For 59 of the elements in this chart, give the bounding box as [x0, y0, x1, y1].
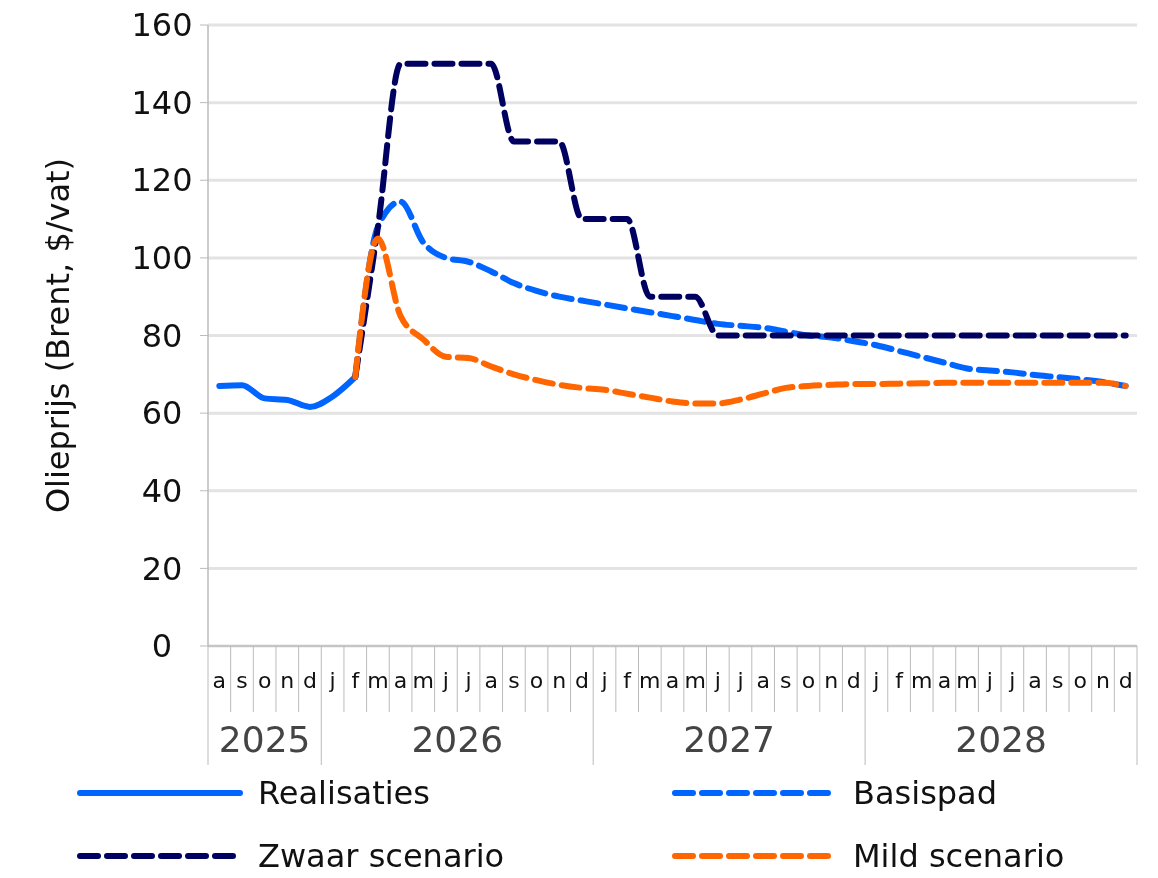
- legend-label: Zwaar scenario: [258, 837, 505, 876]
- x-tick-label: f: [623, 668, 633, 693]
- text: 2027: [683, 719, 775, 760]
- x-tick-label: m: [684, 668, 706, 693]
- legend-label: Basispad: [853, 774, 998, 813]
- text: 2026: [411, 719, 504, 760]
- y-tick-label: 160: [131, 6, 193, 45]
- y-tick-label: 140: [131, 83, 193, 122]
- y-tick-label: 0: [151, 627, 173, 666]
- x-tick-label: d: [574, 668, 589, 693]
- x-tick-label: s: [236, 668, 248, 693]
- x-tick-label: f: [895, 668, 905, 693]
- x-tick-label: j: [713, 668, 721, 693]
- text: 2028: [955, 719, 1047, 760]
- x-tick-label: a: [393, 668, 408, 693]
- x-tick-label: d: [1118, 668, 1133, 693]
- x-tick-label: j: [736, 668, 744, 693]
- legend-label: Realisaties: [258, 774, 430, 813]
- x-tick-label: j: [464, 668, 472, 693]
- y-axis-title: Olieprijs (Brent, $/vat): [39, 157, 78, 514]
- x-tick-label: o: [257, 668, 272, 693]
- x-tick-label: s: [780, 668, 792, 693]
- x-tick-label: a: [937, 668, 952, 693]
- x-tick-label: a: [212, 668, 227, 693]
- x-tick-label: o: [1073, 668, 1088, 693]
- x-tick-label: a: [665, 668, 680, 693]
- x-tick-label: m: [639, 668, 661, 693]
- x-tick-label: d: [302, 668, 317, 693]
- x-tick-label: o: [801, 668, 816, 693]
- y-tick-label: 80: [141, 316, 183, 355]
- x-tick-label: m: [956, 668, 978, 693]
- x-tick-label: m: [911, 668, 933, 693]
- x-tick-label: f: [351, 668, 361, 693]
- x-tick-label: j: [328, 668, 336, 693]
- y-tick-label: 100: [131, 239, 193, 278]
- x-tick-label: o: [529, 668, 544, 693]
- x-tick-label: n: [824, 668, 839, 693]
- x-tick-label: a: [484, 668, 498, 693]
- x-tick-label: s: [508, 668, 520, 693]
- x-tick-label: j: [1008, 668, 1016, 693]
- x-tick-label: d: [846, 668, 861, 693]
- x-tick-label: j: [872, 668, 880, 693]
- x-tick-label: j: [985, 668, 993, 693]
- x-tick-label: n: [552, 668, 567, 693]
- x-tick-label: m: [412, 668, 434, 693]
- text: 2025: [218, 719, 311, 760]
- x-tick-label: s: [1051, 668, 1064, 693]
- x-tick-label: a: [1028, 668, 1042, 693]
- y-tick-label: 120: [131, 161, 193, 200]
- y-tick-label: 40: [141, 471, 183, 510]
- x-tick-label: j: [441, 668, 449, 693]
- y-tick-label: 20: [141, 549, 183, 588]
- y-tick-label: 60: [141, 394, 183, 433]
- x-tick-label: a: [756, 668, 770, 693]
- x-tick-label: n: [1096, 668, 1110, 693]
- x-tick-label: m: [367, 668, 389, 693]
- x-tick-label: n: [280, 668, 295, 693]
- x-tick-label: j: [600, 668, 608, 693]
- legend-label: Mild scenario: [853, 837, 1065, 876]
